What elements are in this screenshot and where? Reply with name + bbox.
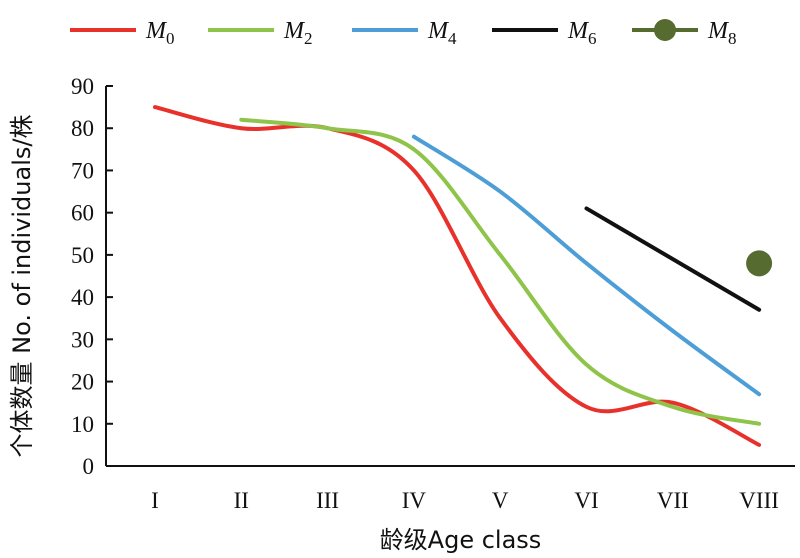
y-tick-label: 0 (83, 454, 95, 479)
y-tick-label: 60 (71, 201, 94, 226)
x-tick-label: IV (402, 488, 427, 513)
legend: M0 M2 M4 M6 M8 (70, 18, 737, 48)
y-axis-label: 个体数量 No. of individuals/株 (8, 115, 36, 458)
series-line-M2 (239, 117, 762, 426)
data-point-M8 (746, 250, 773, 277)
series-M0 (153, 105, 762, 447)
series-M2 (239, 117, 762, 426)
x-axis-label: 龄级Age class (380, 526, 542, 554)
series-line-M4 (411, 134, 762, 397)
x-axis-ticks: I II III IV V VI VII VIII (151, 488, 779, 513)
y-tick-label: 50 (71, 243, 94, 268)
legend-label: M8 (707, 18, 737, 48)
y-tick-label: 40 (71, 285, 94, 310)
x-tick-label: VI (574, 488, 598, 513)
series-line-M0 (153, 105, 762, 447)
x-tick-label: III (316, 488, 339, 513)
legend-marker (654, 19, 676, 41)
y-tick-label: 90 (71, 74, 94, 99)
x-tick-label: V (492, 488, 509, 513)
y-tick-label: 30 (71, 327, 94, 352)
legend-label: M6 (567, 18, 597, 48)
y-tick-label: 20 (71, 370, 94, 395)
axes (105, 86, 795, 467)
series-line-M6 (584, 206, 762, 312)
y-axis-ticks: 0 10 20 30 40 50 60 70 80 90 (71, 74, 113, 479)
y-tick-label: 10 (71, 412, 94, 437)
series-layer (153, 105, 773, 447)
x-tick-label: VIII (739, 488, 779, 513)
x-tick-label: II (234, 488, 249, 513)
legend-label: M4 (427, 18, 457, 48)
y-tick-label: 70 (71, 158, 94, 183)
series-M6 (584, 206, 762, 312)
legend-item-M6: M6 (492, 18, 597, 48)
x-tick-label: VII (657, 488, 689, 513)
legend-item-M8: M8 (632, 18, 737, 48)
series-M8 (746, 250, 773, 277)
legend-item-M2: M2 (208, 18, 313, 48)
legend-label: M2 (283, 18, 313, 48)
legend-item-M4: M4 (352, 18, 457, 48)
y-tick-label: 80 (71, 116, 94, 141)
series-M4 (411, 134, 762, 397)
x-tick-label: I (151, 488, 159, 513)
legend-label: M0 (145, 18, 175, 48)
legend-item-M0: M0 (70, 18, 175, 48)
